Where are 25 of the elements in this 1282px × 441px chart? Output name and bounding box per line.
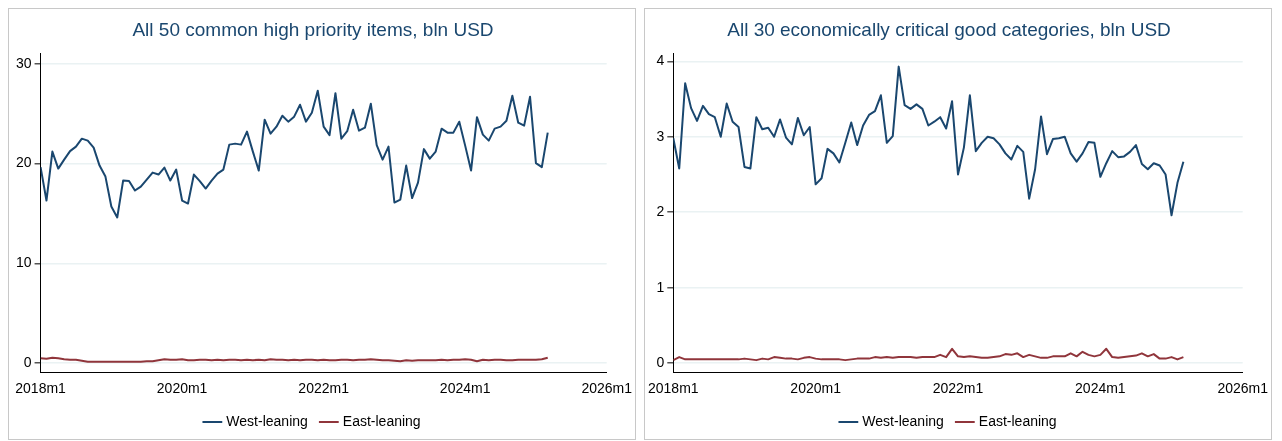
x-tick-label: 2026m1 bbox=[1217, 380, 1269, 397]
x-tick-label: 2022m1 bbox=[932, 380, 984, 397]
x-tick-label: 2024m1 bbox=[439, 380, 491, 397]
chart-title: All 50 common high priority items, bln USD bbox=[132, 18, 494, 40]
x-tick-label: 2018m1 bbox=[15, 380, 67, 397]
x-tick-label: 2022m1 bbox=[298, 380, 350, 397]
y-tick-label: 30 bbox=[15, 54, 32, 71]
chart-title: All 30 economically critical good categories, bln USD bbox=[727, 18, 1171, 40]
y-tick-label: 20 bbox=[15, 154, 32, 171]
y-tick-label: 4 bbox=[656, 52, 665, 69]
y-tick-label: 2 bbox=[656, 203, 665, 220]
x-tick-label: 2026m1 bbox=[581, 380, 633, 397]
x-tick-label: 2024m1 bbox=[1075, 380, 1126, 397]
y-tick-label: 1 bbox=[656, 278, 665, 295]
x-tick-label: 2018m1 bbox=[648, 380, 699, 397]
legend-label: East-leaning bbox=[342, 412, 421, 429]
legend-label: East-leaning bbox=[978, 412, 1057, 429]
y-tick-label: 0 bbox=[656, 354, 665, 371]
legend-label: West-leaning bbox=[226, 412, 308, 429]
x-tick-label: 2020m1 bbox=[156, 380, 208, 397]
y-tick-label: 0 bbox=[23, 354, 32, 371]
x-tick-label: 2020m1 bbox=[790, 380, 842, 397]
legend-label: West-leaning bbox=[862, 412, 944, 429]
y-tick-label: 10 bbox=[15, 254, 32, 271]
y-tick-label: 3 bbox=[656, 127, 665, 144]
